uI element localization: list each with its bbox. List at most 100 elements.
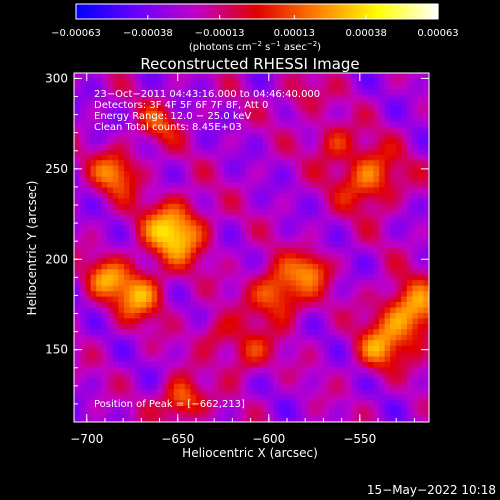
heatmap-cell — [101, 192, 108, 199]
heatmap-cell — [201, 367, 208, 374]
heatmap-cell — [190, 214, 197, 221]
heatmap-cell — [334, 203, 341, 210]
heatmap-cell — [207, 323, 214, 330]
heatmap-cell — [373, 400, 380, 407]
heatmap-cell — [140, 280, 147, 287]
heatmap-cell — [329, 242, 336, 248]
heatmap-cell — [112, 89, 119, 96]
heatmap-cell — [207, 302, 214, 308]
heatmap-cell — [362, 416, 369, 423]
heatmap-cell — [384, 111, 391, 118]
heatmap-cell — [168, 220, 175, 227]
heatmap-cell — [240, 171, 247, 178]
heatmap-cell — [74, 122, 81, 129]
heatmap-cell — [229, 165, 236, 172]
heatmap-cell — [334, 258, 341, 265]
heatmap-cell — [74, 138, 81, 145]
heatmap-cell — [201, 329, 208, 336]
heatmap-cell — [146, 378, 153, 385]
heatmap-cell — [157, 334, 164, 341]
heatmap-cell — [262, 312, 269, 319]
heatmap-cell — [284, 389, 291, 396]
heatmap-cell — [417, 171, 424, 178]
heatmap-cell — [257, 285, 264, 292]
heatmap-cell — [356, 356, 363, 363]
heatmap-cell — [262, 165, 269, 172]
heatmap-cell — [295, 83, 302, 90]
heatmap-cell — [240, 405, 247, 412]
heatmap-cell — [234, 132, 241, 139]
heatmap-cell — [323, 209, 330, 216]
heatmap-cell — [395, 362, 402, 368]
heatmap-cell — [345, 192, 352, 199]
heatmap-cell — [234, 389, 241, 396]
heatmap-cell — [218, 209, 225, 216]
heatmap-cell — [295, 334, 302, 341]
heatmap-cell — [96, 111, 103, 118]
heatmap-cell — [157, 258, 164, 265]
heatmap-cell — [223, 383, 230, 390]
heatmap-cell — [201, 100, 208, 107]
heatmap-cell — [329, 176, 336, 183]
heatmap-cell — [340, 214, 347, 221]
heatmap-cell — [262, 236, 269, 243]
heatmap-cell — [223, 171, 230, 178]
heatmap-cell — [273, 378, 280, 385]
heatmap-cell — [334, 127, 341, 134]
heatmap-cell — [107, 258, 114, 265]
heatmap-cell — [173, 372, 180, 379]
heatmap-cell — [345, 400, 352, 407]
heatmap-cell — [196, 367, 203, 374]
heatmap-cell — [101, 323, 108, 330]
heatmap-cell — [123, 334, 130, 341]
heatmap-cell — [184, 182, 191, 189]
heatmap-cell — [223, 345, 230, 352]
heatmap-cell — [401, 323, 408, 330]
heatmap-cell — [218, 149, 225, 156]
heatmap-cell — [151, 138, 158, 145]
heatmap-cell — [234, 214, 241, 221]
heatmap-cell — [273, 214, 280, 221]
heatmap-cell — [140, 394, 147, 401]
heatmap-cell — [129, 302, 136, 308]
heatmap-cell — [334, 149, 341, 156]
heatmap-cell — [223, 416, 230, 423]
heatmap-cell — [412, 220, 419, 227]
heatmap-cell — [135, 236, 142, 243]
heatmap-cell — [212, 274, 219, 281]
heatmap-cell — [423, 73, 430, 79]
heatmap-cell — [384, 274, 391, 281]
heatmap-cell — [212, 220, 219, 227]
heatmap-cell — [135, 378, 142, 385]
heatmap-cell — [262, 285, 269, 292]
heatmap-cell — [207, 214, 214, 221]
heatmap-cell — [218, 122, 225, 129]
heatmap-cell — [290, 176, 297, 183]
heatmap-cell — [312, 356, 319, 363]
heatmap-cell — [290, 165, 297, 172]
heatmap-cell — [268, 378, 275, 385]
heatmap-cell — [257, 269, 264, 276]
heatmap-cell — [234, 405, 241, 412]
heatmap-cell — [295, 329, 302, 336]
heatmap-cell — [201, 345, 208, 352]
heatmap-cell — [306, 269, 314, 276]
heatmap-cell — [390, 176, 397, 183]
heatmap-cell — [74, 105, 81, 112]
heatmap-cell — [79, 345, 86, 352]
heatmap-cell — [423, 89, 430, 96]
heatmap-cell — [379, 383, 386, 390]
heatmap-cell — [118, 252, 125, 259]
heatmap-cell — [251, 149, 258, 156]
heatmap-cell — [201, 302, 208, 308]
heatmap-cell — [351, 138, 358, 145]
heatmap-cell — [140, 345, 147, 352]
heatmap-cell — [351, 192, 358, 199]
heatmap-cell — [395, 220, 402, 227]
heatmap-cell — [334, 416, 341, 423]
colorbar-segment — [163, 4, 168, 19]
heatmap-cell — [162, 307, 169, 314]
heatmap-cell — [107, 111, 114, 118]
heatmap-cell — [268, 182, 275, 189]
heatmap-cell — [351, 356, 358, 363]
